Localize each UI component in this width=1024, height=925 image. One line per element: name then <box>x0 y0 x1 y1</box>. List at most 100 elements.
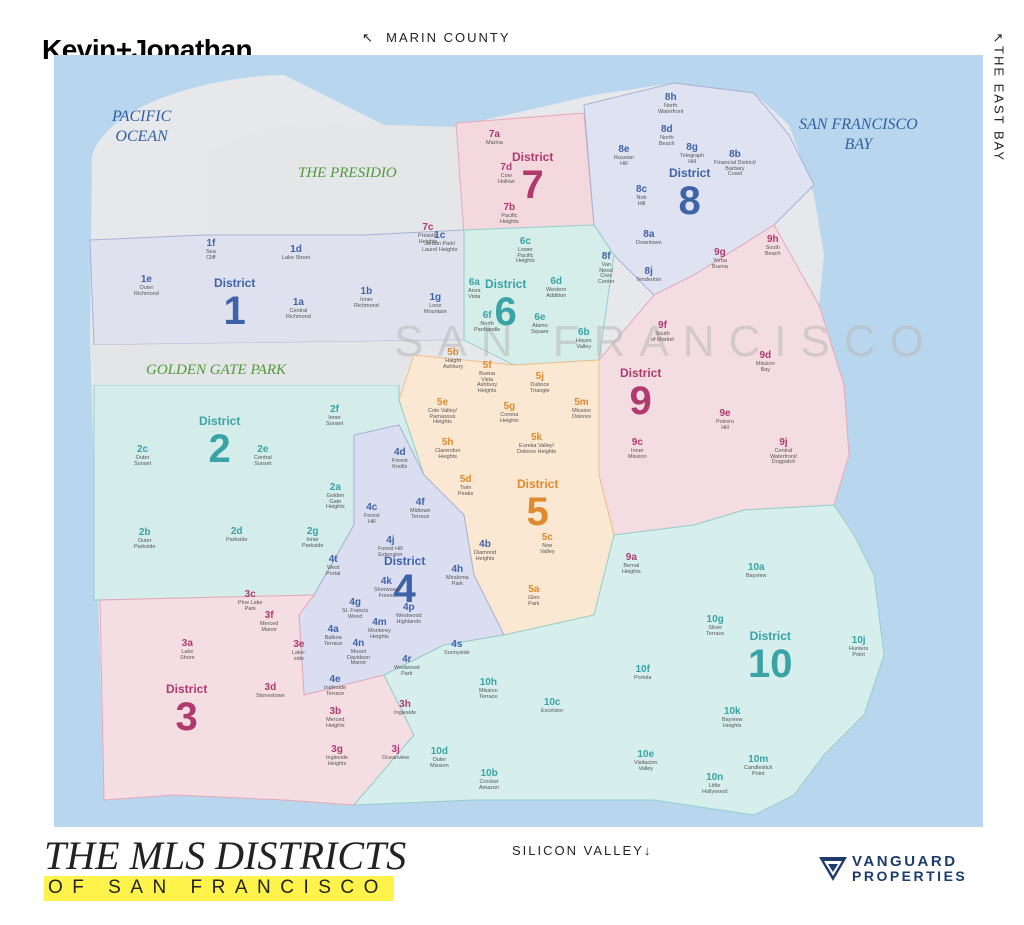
subdistrict-3h: 3h Ingleside <box>394 700 416 717</box>
subdistrict-code: 8a <box>643 229 655 240</box>
subdistrict-3b: 3b Merced Heights <box>326 707 345 729</box>
subdistrict-name: Excelsior <box>541 708 564 714</box>
subdistrict-code: 1g <box>429 292 442 303</box>
subdistrict-code: 2f <box>330 404 340 415</box>
district-number: 4 <box>393 567 416 611</box>
subdistrict-code: 10n <box>706 772 724 783</box>
subdistrict-10b: 10b Crocker Amazon <box>479 769 499 791</box>
subdistrict-name: Sea Cliff <box>206 249 216 261</box>
subdistrict-4j: 4j Forest Hill Extension <box>378 536 403 558</box>
sf-bay-label: SAN FRANCISCO BAY <box>799 116 918 153</box>
subdistrict-6a: 6a Anza Vista <box>468 278 481 300</box>
subdistrict-code: 3h <box>399 699 411 710</box>
subdistrict-8e: 8e Russian Hill <box>614 145 634 167</box>
subdistrict-code: 8g <box>686 142 698 153</box>
subdistrict-name: Forest Hill Extension <box>378 546 403 558</box>
subdistrict-name: Eureka Valley/ Dolores Heights <box>517 443 557 455</box>
subdistrict-code: 9f <box>658 320 667 331</box>
subdistrict-name: Jordan Park/ Laurel Heights <box>422 241 458 253</box>
subdistrict-6d: 6d Western Addition <box>546 277 566 299</box>
subdistrict-7a: 7a Marina <box>486 130 503 147</box>
subdistrict-2f: 2f Inner Sunset <box>326 405 343 427</box>
subdistrict-name: Oceanview <box>382 755 410 761</box>
arrow-northwest-icon: ↖ <box>362 30 375 45</box>
district-number: 1 <box>223 289 246 333</box>
map-subtitle: OF SAN FRANCISCO <box>44 876 394 901</box>
subdistrict-code: 9g <box>714 247 726 258</box>
subdistrict-7c: 7c Presidio Heights <box>418 223 438 245</box>
subdistrict-code: 4k <box>380 576 392 587</box>
subdistrict-3j: 3j Oceanview <box>382 745 409 762</box>
subdistrict-code: 2c <box>137 444 149 455</box>
subdistrict-3e: 3e Lake- side <box>292 640 306 662</box>
subdistrict-name: Lake Street <box>282 255 311 261</box>
logo-line-1: VANGUARD <box>852 852 958 870</box>
subdistrict-code: 10k <box>723 706 741 717</box>
subdistrict-name: South of Market <box>651 331 674 343</box>
subdistrict-code: 5k <box>531 432 543 443</box>
district-word: District <box>620 366 662 380</box>
subdistrict-name: South Beach <box>765 245 781 257</box>
subdistrict-name: Tenderloin <box>636 277 662 283</box>
subdistrict-code: 5f <box>482 360 492 371</box>
subdistrict-3a: 3a Lake Shore <box>180 639 195 661</box>
subdistrict-8h: 8h North Waterfront <box>658 93 683 115</box>
subdistrict-name: Inner Mission <box>628 448 647 460</box>
district-10-area <box>352 504 885 816</box>
subdistrict-name: Candlestick Point <box>744 765 773 777</box>
subdistrict-2e: 2e Central Sunset <box>254 445 272 467</box>
subdistrict-name: Cole Valley/ Parnassus Heights <box>428 408 457 425</box>
subdistrict-5m: 5m Mission Dolores <box>572 398 591 420</box>
subdistrict-name: Western Addition <box>546 287 567 299</box>
subdistrict-6e: 6e Alamo Square <box>531 313 549 335</box>
subdistrict-name: Duboce Triangle <box>530 382 550 394</box>
subdistrict-4s: 4s Sunnyside <box>444 640 470 657</box>
subdistrict-6f: 6f North Panhandle <box>474 311 500 333</box>
subdistrict-4f: 4f Midtown Terrace <box>410 498 430 520</box>
subdistrict-8j: 8j Tenderloin <box>636 267 661 284</box>
subdistrict-name: Noe Valley <box>540 543 555 555</box>
district-number: 8 <box>678 179 701 223</box>
subdistrict-code: 6d <box>550 276 563 287</box>
subdistrict-name: Balboa Terrace <box>324 635 343 647</box>
subdistrict-code: 7a <box>488 129 500 140</box>
subdistrict-4g: 4g St. Francis Wood <box>342 598 368 620</box>
subdistrict-code: 1e <box>140 274 152 285</box>
subdistrict-name: Ingleside <box>394 710 417 716</box>
subdistrict-9h: 9h South Beach <box>765 235 781 257</box>
subdistrict-6b: 6b Hayes Valley <box>576 328 592 350</box>
district-10-label: District 10 <box>748 630 793 684</box>
subdistrict-10c: 10c Excelsior <box>541 698 563 715</box>
subdistrict-code: 4n <box>352 638 365 649</box>
subdistrict-code: 8b <box>729 149 741 160</box>
subdistrict-name: St. Francis Wood <box>342 608 369 620</box>
subdistrict-name: Hunters Point <box>849 646 869 658</box>
subdistrict-name: Haight Ashbury <box>443 358 464 370</box>
subdistrict-2d: 2d Parkside <box>226 527 247 544</box>
subdistrict-10e: 10e Visitacion Valley <box>634 750 657 772</box>
subdistrict-name: Diamond Heights <box>474 550 497 562</box>
subdistrict-5e: 5e Cole Valley/ Parnassus Heights <box>428 398 457 426</box>
subdistrict-name: Outer Sunset <box>134 455 152 467</box>
subdistrict-4e: 4e Ingleside Terrace <box>324 675 346 697</box>
subdistrict-code: 5h <box>441 437 454 448</box>
subdistrict-10h: 10h Mission Terrace <box>479 678 498 700</box>
subdistrict-code: 4p <box>402 602 415 613</box>
subdistrict-5a: 5a Glen Park <box>528 585 540 607</box>
subdistrict-9c: 9c Inner Mission <box>628 438 647 460</box>
district-9-label: District 9 <box>620 367 661 421</box>
subdistrict-name: Merced Heights <box>326 717 345 729</box>
district-number: 7 <box>521 163 544 207</box>
subdistrict-name: Twin Peaks <box>458 485 474 497</box>
subdistrict-name: Van Ness/ Civic Center <box>598 262 615 285</box>
subdistrict-name: Lake Shore <box>180 649 195 661</box>
subdistrict-code: 4d <box>393 447 406 458</box>
subdistrict-name: Inner Parkside <box>302 537 324 549</box>
north-marin-label: ↖ MARIN COUNTY <box>362 30 511 46</box>
subdistrict-code: 4r <box>402 654 412 665</box>
subdistrict-name: Clarendon Heights <box>435 448 461 460</box>
vanguard-logo: VANGUARD PROPERTIES <box>818 853 967 883</box>
subdistrict-code: 8e <box>618 144 630 155</box>
subdistrict-name: Central Waterfront/ Dogpatch <box>770 448 797 465</box>
district-word: District <box>512 150 554 164</box>
